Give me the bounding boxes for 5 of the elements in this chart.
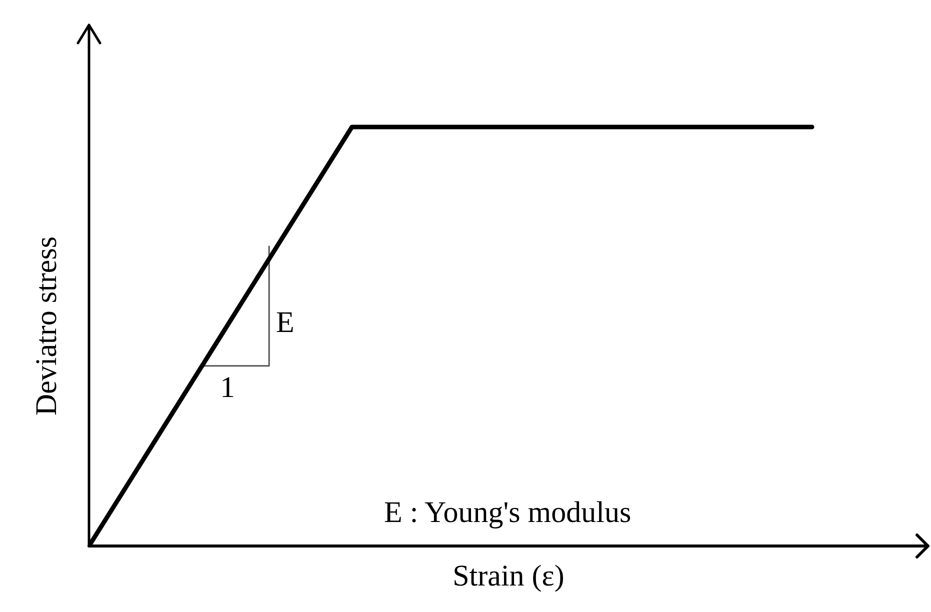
y-axis-title: Deviatro stress xyxy=(30,236,63,416)
annotation: E : Young's modulus xyxy=(384,496,632,529)
annotation: 1 xyxy=(220,371,235,404)
x-axis-title: Strain (ε) xyxy=(452,560,564,592)
annotation: E xyxy=(276,306,294,339)
